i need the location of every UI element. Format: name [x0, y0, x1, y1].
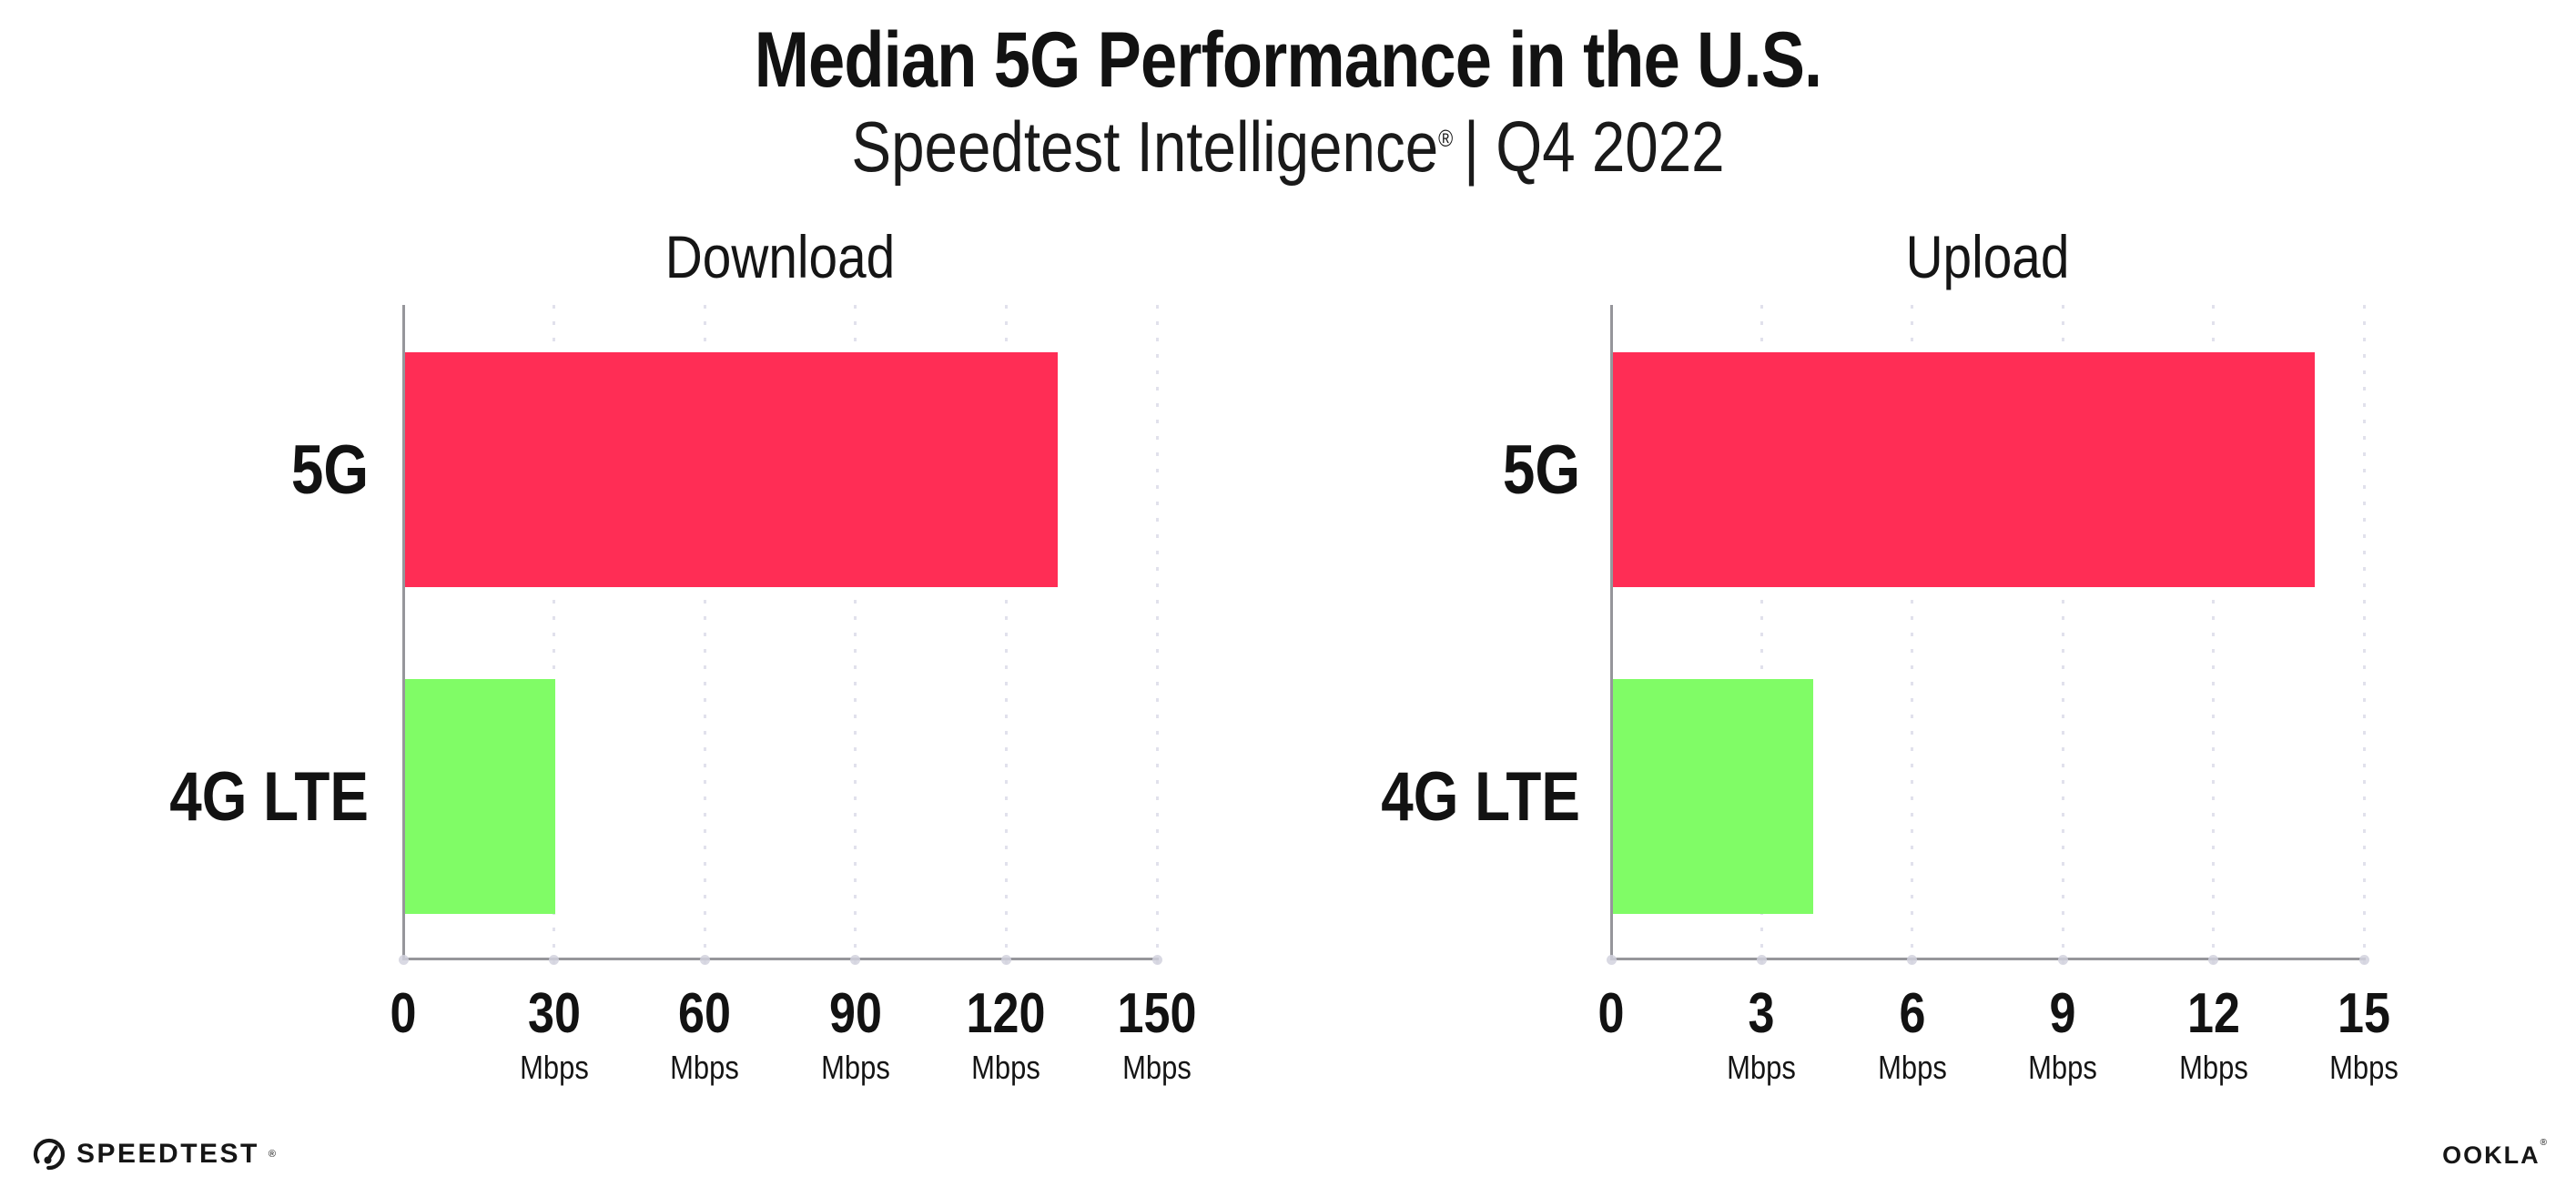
x-tick-unit: Mbps — [1727, 1049, 1797, 1086]
x-tick-label: 90 — [828, 982, 882, 1045]
x-tick-unit: Mbps — [2329, 1049, 2399, 1086]
tick-dot — [1606, 955, 1617, 965]
x-axis-line — [1610, 958, 2366, 960]
chart-title-upload: Upload — [1905, 223, 2070, 290]
x-tick: 90 Mbps — [816, 983, 896, 1087]
x-tick-label: 0 — [390, 982, 417, 1045]
y-axis-labels: 5G 4G LTE — [1216, 305, 1580, 959]
gridline — [854, 305, 857, 974]
gridline — [1911, 305, 1914, 974]
x-tick-label: 15 — [2338, 982, 2390, 1045]
gridline — [1155, 305, 1159, 974]
ookla-wordmark: OOKLA — [2442, 1141, 2541, 1169]
x-tick-label: 30 — [527, 982, 581, 1045]
speedtest-gauge-icon — [33, 1138, 66, 1171]
y-axis-label-5g: 5G — [290, 431, 369, 509]
speedtest-wordmark: SPEEDTEST — [76, 1139, 259, 1169]
tick-dot — [398, 955, 409, 965]
gridline — [2212, 305, 2216, 974]
x-tick-label: 6 — [1899, 982, 1926, 1045]
x-tick: 150 Mbps — [1110, 983, 1203, 1087]
gridline — [1004, 305, 1008, 974]
x-axis-labels: 0 3 Mbps 6 Mbps 9 Mbps 12 Mbps 15 Mbps — [1598, 959, 2399, 1123]
bar-5g — [404, 352, 1058, 587]
x-tick: 6 Mbps — [1872, 983, 1952, 1087]
y-axis-labels: 5G 4G LTE — [5, 305, 369, 959]
x-tick: 9 Mbps — [2023, 983, 2103, 1087]
x-tick: 60 Mbps — [664, 983, 745, 1087]
page-subtitle: Speedtest Intelligence® | Q4 2022 — [851, 106, 1724, 188]
tick-dot — [1907, 955, 1918, 965]
tick-dot — [850, 955, 861, 965]
gridline — [2061, 305, 2064, 974]
tick-dot — [2358, 955, 2369, 965]
x-tick-unit: Mbps — [1877, 1049, 1947, 1086]
x-tick-unit: Mbps — [1122, 1049, 1192, 1086]
x-tick-unit: Mbps — [971, 1049, 1041, 1086]
x-tick-unit: Mbps — [2028, 1049, 2098, 1086]
registered-mark-icon: ® — [1438, 125, 1454, 152]
x-tick-unit: Mbps — [670, 1049, 740, 1086]
x-tick-label: 120 — [966, 982, 1046, 1045]
x-tick-label: 0 — [1597, 982, 1625, 1045]
x-tick: 12 Mbps — [2174, 983, 2254, 1087]
x-tick-unit: Mbps — [2178, 1049, 2248, 1086]
x-tick-unit: Mbps — [519, 1049, 589, 1086]
x-tick-label: 150 — [1117, 982, 1197, 1045]
tick-dot — [549, 955, 560, 965]
tick-dot — [699, 955, 710, 965]
tick-dot — [2057, 955, 2068, 965]
y-axis-label-5g: 5G — [1502, 431, 1580, 509]
x-axis-labels: 0 30 Mbps 60 Mbps 90 Mbps 120 Mbps 150 Mbps — [390, 959, 1197, 1123]
chart-title-download: Download — [664, 223, 896, 290]
y-axis-spine — [1610, 305, 1613, 959]
tick-dot — [2208, 955, 2219, 965]
speedtest-logo: SPEEDTEST ® — [31, 1136, 276, 1172]
x-tick: 0 — [1596, 983, 1627, 1045]
ookla-logo: OOKLA ® — [2442, 1138, 2547, 1170]
tick-dot — [1000, 955, 1011, 965]
gridline — [553, 305, 556, 974]
subtitle-period: | Q4 2022 — [1464, 107, 1725, 187]
x-tick-label: 12 — [2186, 982, 2240, 1045]
page-title: Median 5G Performance in the U.S. — [754, 16, 1822, 104]
x-tick-unit: Mbps — [820, 1049, 890, 1086]
bar-4g-lte — [1612, 679, 1813, 914]
plot-area-download — [398, 305, 1162, 974]
x-tick: 3 Mbps — [1721, 983, 1801, 1087]
plot-area-upload — [1606, 305, 2369, 974]
y-axis-label-4g-lte: 4G LTE — [1381, 757, 1580, 836]
tick-dot — [1756, 955, 1767, 965]
y-axis-label-4g-lte: 4G LTE — [169, 757, 369, 836]
tick-dot — [1151, 955, 1162, 965]
y-axis-spine — [402, 305, 405, 959]
gridline — [703, 305, 706, 974]
gridline — [1760, 305, 1763, 974]
bar-4g-lte — [404, 679, 555, 914]
bar-5g — [1612, 352, 2315, 587]
gridline — [2362, 305, 2366, 974]
x-tick-label: 3 — [1748, 982, 1775, 1045]
x-tick: 15 Mbps — [2324, 983, 2404, 1087]
x-tick-label: 9 — [2049, 982, 2076, 1045]
x-tick: 30 Mbps — [514, 983, 594, 1087]
x-axis-line — [402, 958, 1159, 960]
x-tick: 0 — [388, 983, 419, 1045]
subtitle-brand: Speedtest Intelligence — [851, 107, 1439, 187]
x-tick-label: 60 — [678, 982, 732, 1045]
x-tick: 120 Mbps — [959, 983, 1053, 1087]
